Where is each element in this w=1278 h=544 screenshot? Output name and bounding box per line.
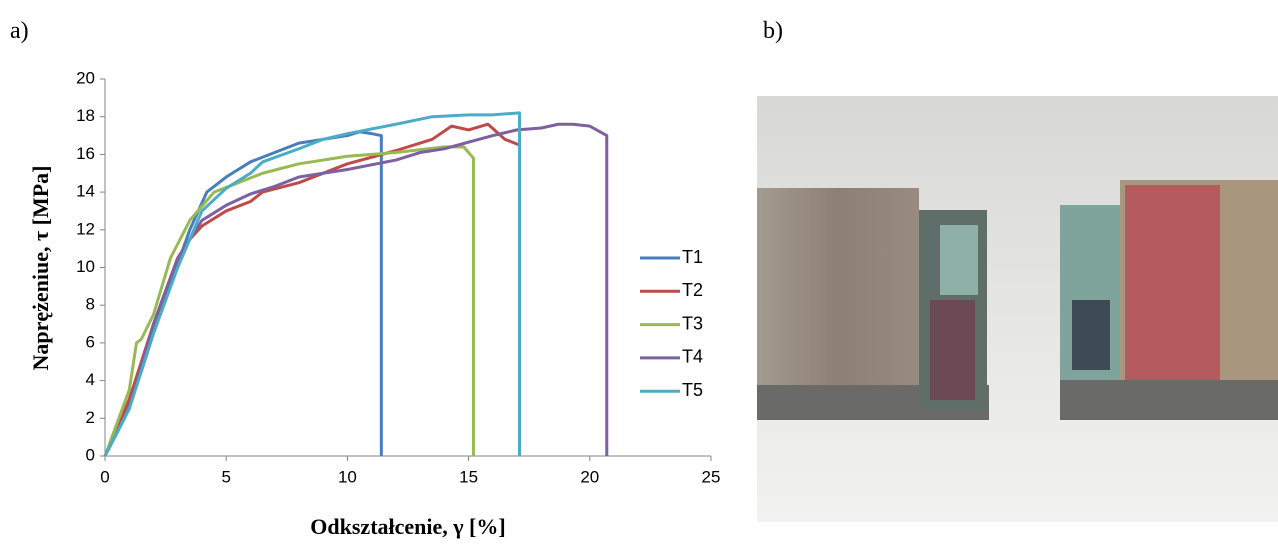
- series-line: [103, 122, 609, 457]
- legend-label: T2: [682, 280, 703, 300]
- x-tick-label: 20: [580, 467, 599, 486]
- y-axis-label: Naprężeniue, τ [MPa]: [28, 165, 53, 370]
- y-tick-label: 8: [86, 295, 95, 314]
- photo: [757, 96, 1278, 522]
- x-axis-label: Odkształcenie, γ [%]: [310, 514, 505, 539]
- panel-label: a): [10, 18, 29, 44]
- x-tick-label: 10: [338, 467, 357, 486]
- y-tick-label: 0: [86, 445, 95, 464]
- y-tick-label: 18: [76, 106, 95, 125]
- legend-label: T4: [682, 347, 703, 367]
- x-tick-label: 25: [702, 467, 721, 486]
- panel-label: b): [763, 18, 783, 44]
- x-tick-label: 15: [459, 467, 478, 486]
- y-tick-label: 2: [86, 408, 95, 427]
- legend-label: T3: [682, 313, 703, 333]
- y-tick-label: 20: [76, 68, 95, 87]
- x-tick-label: 0: [100, 467, 109, 486]
- series-line: [103, 111, 522, 457]
- y-tick-label: 12: [76, 219, 95, 238]
- legend-label: T1: [682, 247, 703, 267]
- y-tick-label: 10: [76, 257, 95, 276]
- y-tick-label: 6: [86, 332, 95, 351]
- legend-label: T5: [682, 380, 703, 400]
- x-tick-label: 5: [221, 467, 230, 486]
- y-tick-label: 16: [76, 144, 95, 163]
- y-tick-label: 14: [76, 182, 95, 201]
- y-tick-label: 4: [86, 370, 95, 389]
